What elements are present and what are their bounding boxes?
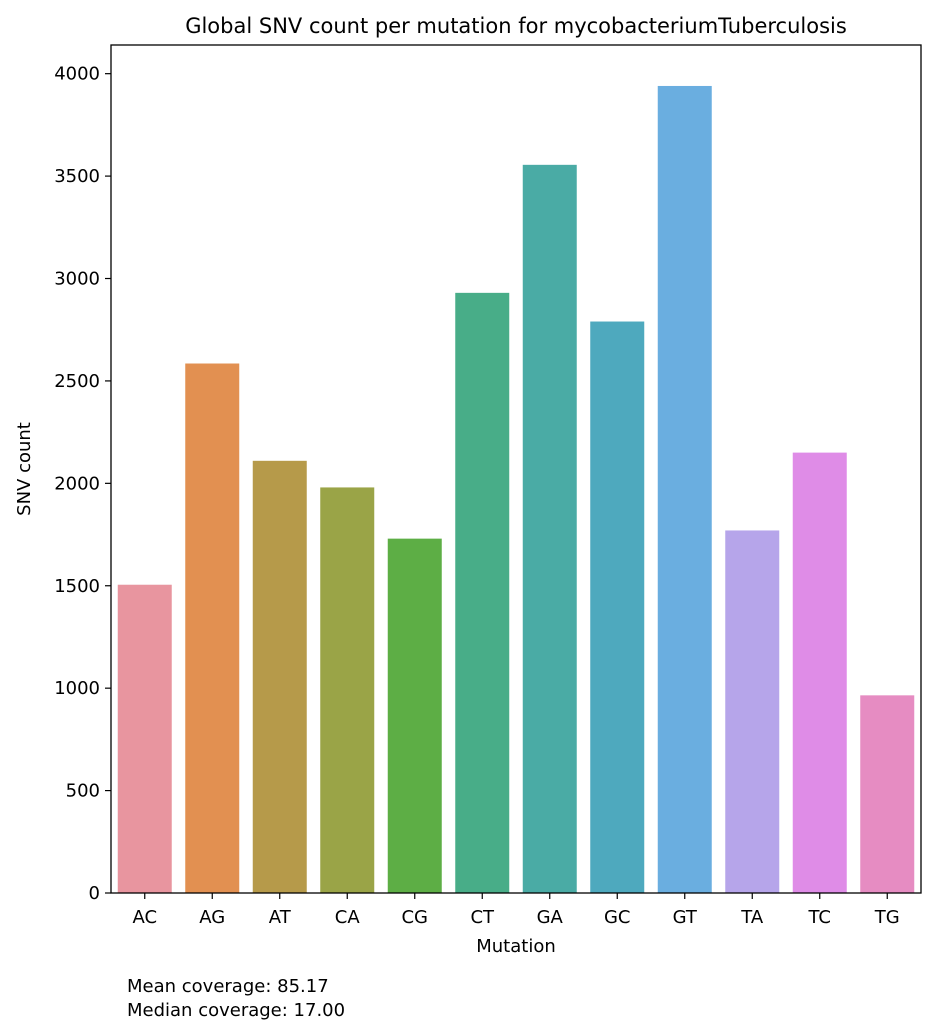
bar-at [252,460,307,893]
median-coverage-note: Median coverage: 17.00 [127,1000,346,1021]
y-axis-label: SNV count [14,422,35,516]
bar-gt [657,85,712,894]
bar-ct [455,292,510,894]
y-tick-label: 1000 [54,678,100,699]
x-tick-label: CT [470,907,495,928]
mean-coverage-note: Mean coverage: 85.17 [127,976,329,997]
bar-cg [387,538,442,893]
bar-tc [792,452,847,893]
x-tick-label: CG [401,907,428,928]
x-tick-label: TA [740,907,764,928]
x-tick-label: GT [673,907,698,928]
bar-ca [320,487,375,893]
x-tick-label: AG [199,907,225,928]
y-tick-label: 4000 [54,64,100,85]
y-tick-label: 500 [66,781,100,802]
y-axis: 0 500 1000 1500 2000 2500 3000 3500 4000 [54,64,111,904]
x-tick-label: CA [335,907,361,928]
x-axis-label: Mutation [476,936,556,957]
bar-tg [860,695,915,893]
x-tick-label: TG [874,907,900,928]
bar-ac [117,584,172,893]
bar-ga [522,164,577,893]
y-tick-label: 2500 [54,371,100,392]
y-tick-label: 2000 [54,473,100,494]
y-tick-label: 3000 [54,269,100,290]
y-tick-label: 3500 [54,166,100,187]
x-tick-label: TC [807,907,831,928]
chart-title: Global SNV count per mutation for mycoba… [185,14,847,38]
bars-group [117,85,915,894]
x-tick-label: GC [604,907,631,928]
bar-ag [185,363,240,893]
plot-frame [110,44,922,894]
bar-gc [590,321,645,893]
bar-ta [725,530,780,893]
y-tick-label: 0 [89,883,100,904]
y-tick-label: 1500 [54,576,100,597]
x-tick-label: AT [269,907,292,928]
x-axis: AC AG AT CA CG CT GA GC GT TA TC TG [132,893,900,928]
x-tick-label: AC [132,907,157,928]
x-tick-label: GA [537,907,564,928]
